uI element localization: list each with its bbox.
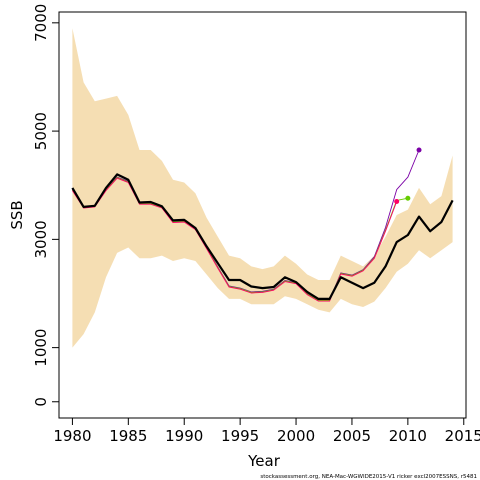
x-tick-label: 2005 [333, 427, 371, 445]
x-axis-title: Year [247, 452, 281, 470]
x-tick-label: 2015 [445, 427, 480, 445]
x-axis: 1980 1985 1990 1995 2000 2005 2010 2015 [53, 418, 480, 445]
series-endpoint-3 [416, 147, 422, 153]
credit-line: stockassessment.org, NEA-Mac-WGWIDE2015-… [260, 474, 477, 480]
x-tick-label: 1995 [221, 427, 259, 445]
axes-layer [58, 11, 467, 419]
y-tick-label: 7000 [32, 4, 50, 42]
plot-frame [58, 11, 467, 419]
series-layer [71, 147, 454, 302]
series-line-1 [72, 177, 398, 302]
x-tick-label: 1980 [53, 427, 91, 445]
series-endpoint-2 [405, 195, 411, 201]
y-tick-label: 0 [32, 397, 50, 407]
x-tick-label: 2000 [277, 427, 315, 445]
confidence-band-layer [72, 28, 453, 348]
y-tick-label: 3000 [32, 220, 50, 258]
series-line-0 [71, 173, 454, 300]
x-tick-label: 1985 [109, 427, 147, 445]
y-axis-title: SSB [8, 200, 26, 229]
y-tick-label: 5000 [32, 112, 50, 150]
y-axis: 0 1000 3000 5000 7000 [32, 4, 59, 407]
x-tick-label: 2010 [389, 427, 427, 445]
series-endpoint-1 [394, 198, 400, 204]
y-tick-label: 1000 [32, 329, 50, 367]
x-tick-label: 1990 [165, 427, 203, 445]
confidence-band [72, 28, 453, 348]
